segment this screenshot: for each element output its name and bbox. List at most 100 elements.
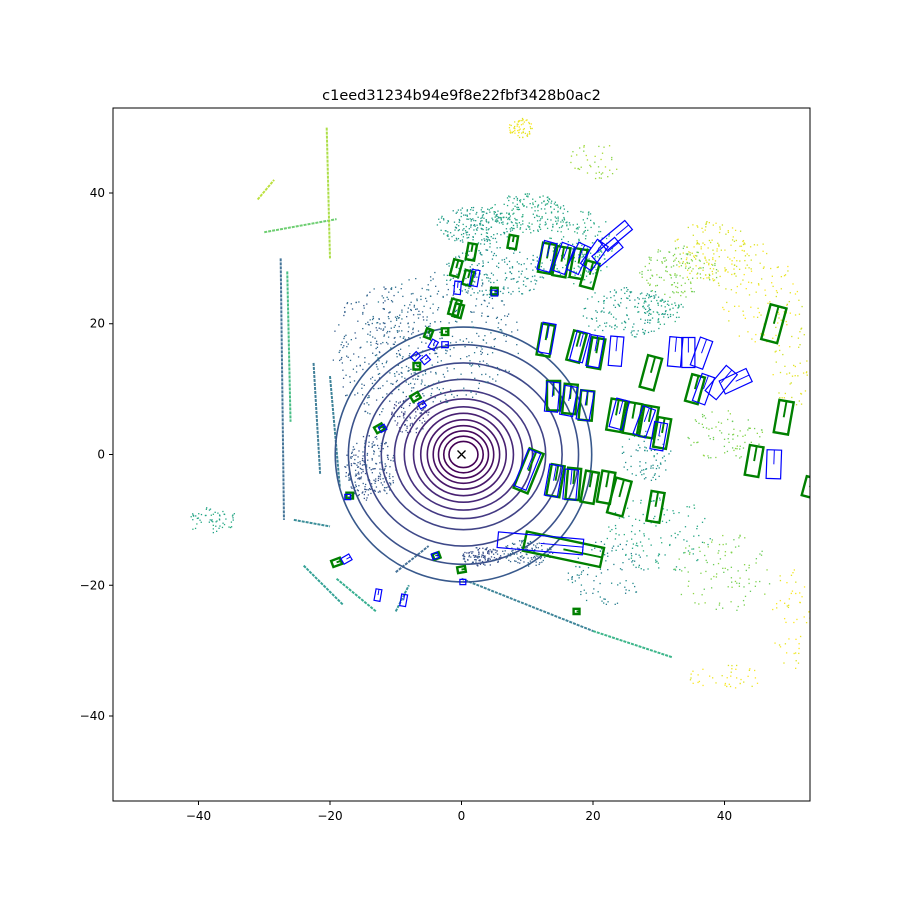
ground-truth-box-17 bbox=[585, 335, 607, 371]
point-cluster-14 bbox=[567, 540, 645, 606]
ground-truth-box-36 bbox=[412, 361, 422, 371]
ground-truth-box-44 bbox=[800, 474, 810, 499]
predicted-box-39 bbox=[399, 593, 409, 608]
predicted-box-33 bbox=[441, 341, 449, 349]
predicted-box-30 bbox=[427, 338, 440, 352]
y-tick-label-2: 0 bbox=[97, 448, 105, 462]
ego-vehicle bbox=[457, 450, 466, 459]
ground-truth-box-35 bbox=[440, 327, 450, 337]
wall-segment-2 bbox=[293, 518, 331, 528]
scan-ring-11 bbox=[347, 343, 580, 566]
ground-truth-box-32 bbox=[450, 301, 466, 320]
point-cloud-rings bbox=[334, 326, 593, 583]
chart-title: c1eed31234b94e9f8e22fbf3428b0ac2 bbox=[322, 88, 601, 104]
predicted-box-3 bbox=[562, 468, 580, 501]
y-tick-label-1: −20 bbox=[80, 578, 105, 592]
point-cluster-10 bbox=[772, 299, 810, 406]
predicted-box-21 bbox=[536, 239, 558, 274]
wall-segment-1 bbox=[286, 271, 292, 422]
predicted-boxes bbox=[339, 219, 783, 608]
y-tick-label-4: 40 bbox=[90, 186, 105, 200]
predicted-box-10 bbox=[537, 321, 557, 355]
wall-segment-11 bbox=[395, 545, 430, 573]
ground-truth-box-1 bbox=[512, 446, 546, 495]
point-cluster-24 bbox=[621, 430, 672, 481]
predicted-box-29 bbox=[490, 289, 499, 297]
point-cluster-13 bbox=[674, 534, 771, 611]
wall-segment-7 bbox=[394, 584, 410, 612]
predicted-box-17 bbox=[691, 372, 716, 406]
predicted-box-25 bbox=[591, 236, 624, 268]
scan-ring-0 bbox=[448, 440, 479, 469]
predicted-box-37 bbox=[339, 553, 353, 566]
predicted-box-6 bbox=[575, 389, 595, 422]
ground-truth-box-11 bbox=[604, 397, 628, 434]
scan-ring-3 bbox=[432, 424, 495, 485]
ground-truth-box-28 bbox=[464, 241, 479, 262]
scan-ring-1 bbox=[442, 435, 484, 474]
predicted-box-18 bbox=[704, 364, 739, 401]
predicted-box-35 bbox=[377, 423, 388, 434]
y-axis: −40 −20 0 20 40 bbox=[80, 186, 113, 723]
predicted-box-2 bbox=[543, 463, 564, 498]
scan-ring-7 bbox=[403, 398, 524, 511]
point-cluster-4 bbox=[488, 193, 566, 234]
ground-truth-box-43 bbox=[572, 607, 581, 616]
point-cluster-1 bbox=[332, 286, 437, 416]
scan-ring-5 bbox=[419, 412, 508, 497]
predicted-box-7 bbox=[608, 397, 631, 431]
point-cluster-9 bbox=[718, 242, 799, 343]
wall-segment-4 bbox=[328, 375, 341, 488]
predicted-box-32 bbox=[409, 350, 422, 363]
predicted-box-5 bbox=[558, 384, 579, 418]
ground-truth-box-34 bbox=[422, 326, 435, 341]
ground-truth-box-18 bbox=[638, 353, 664, 392]
point-cluster-11 bbox=[687, 410, 764, 459]
predicted-box-26 bbox=[598, 219, 634, 252]
plot-area bbox=[190, 117, 810, 689]
x-tick-label-2: 0 bbox=[458, 809, 466, 823]
wall-segment-3 bbox=[312, 362, 322, 475]
ground-truth-box-27 bbox=[506, 233, 520, 251]
predicted-box-20 bbox=[765, 449, 783, 480]
wall-segment-13 bbox=[325, 127, 331, 259]
predicted-box-36 bbox=[344, 493, 352, 501]
predicted-box-8 bbox=[632, 405, 657, 439]
predicted-box-0 bbox=[496, 531, 585, 556]
predicted-box-34 bbox=[416, 399, 428, 410]
scan-ring-9 bbox=[380, 378, 547, 531]
wall-segment-0 bbox=[279, 258, 285, 520]
point-cloud-walls bbox=[256, 127, 673, 659]
ground-truth-box-3 bbox=[564, 466, 583, 502]
scan-ring-6 bbox=[412, 405, 515, 504]
point-cluster-20 bbox=[689, 664, 759, 689]
x-tick-label-0: −40 bbox=[186, 809, 211, 823]
point-cluster-19 bbox=[508, 117, 533, 139]
ground-truth-box-37 bbox=[408, 390, 423, 404]
predicted-box-12 bbox=[585, 333, 605, 369]
ground-truth-boxes bbox=[329, 233, 810, 616]
ground-truth-box-6 bbox=[605, 476, 634, 518]
predicted-box-19 bbox=[718, 367, 754, 395]
predicted-box-11 bbox=[568, 329, 591, 364]
ground-truth-box-16 bbox=[564, 328, 589, 365]
y-tick-label-0: −40 bbox=[80, 709, 105, 723]
point-cluster-25 bbox=[634, 298, 684, 326]
ground-truth-box-42 bbox=[455, 564, 468, 575]
wall-segment-5 bbox=[302, 564, 344, 606]
predicted-box-4 bbox=[543, 381, 561, 413]
point-cluster-23 bbox=[570, 144, 618, 180]
x-tick-label-1: −20 bbox=[317, 809, 342, 823]
wall-segment-9 bbox=[592, 630, 673, 659]
predicted-box-13 bbox=[607, 335, 625, 368]
predicted-box-31 bbox=[419, 353, 432, 366]
scan-ring-10 bbox=[364, 362, 563, 547]
ground-truth-box-22 bbox=[743, 443, 765, 479]
point-cluster-7 bbox=[639, 245, 718, 298]
ground-truth-box-7 bbox=[645, 489, 666, 525]
predicted-box-1 bbox=[513, 448, 542, 491]
ground-truth-box-38 bbox=[372, 421, 387, 435]
ground-truth-box-14 bbox=[651, 415, 673, 451]
ground-truth-box-4 bbox=[579, 469, 601, 506]
